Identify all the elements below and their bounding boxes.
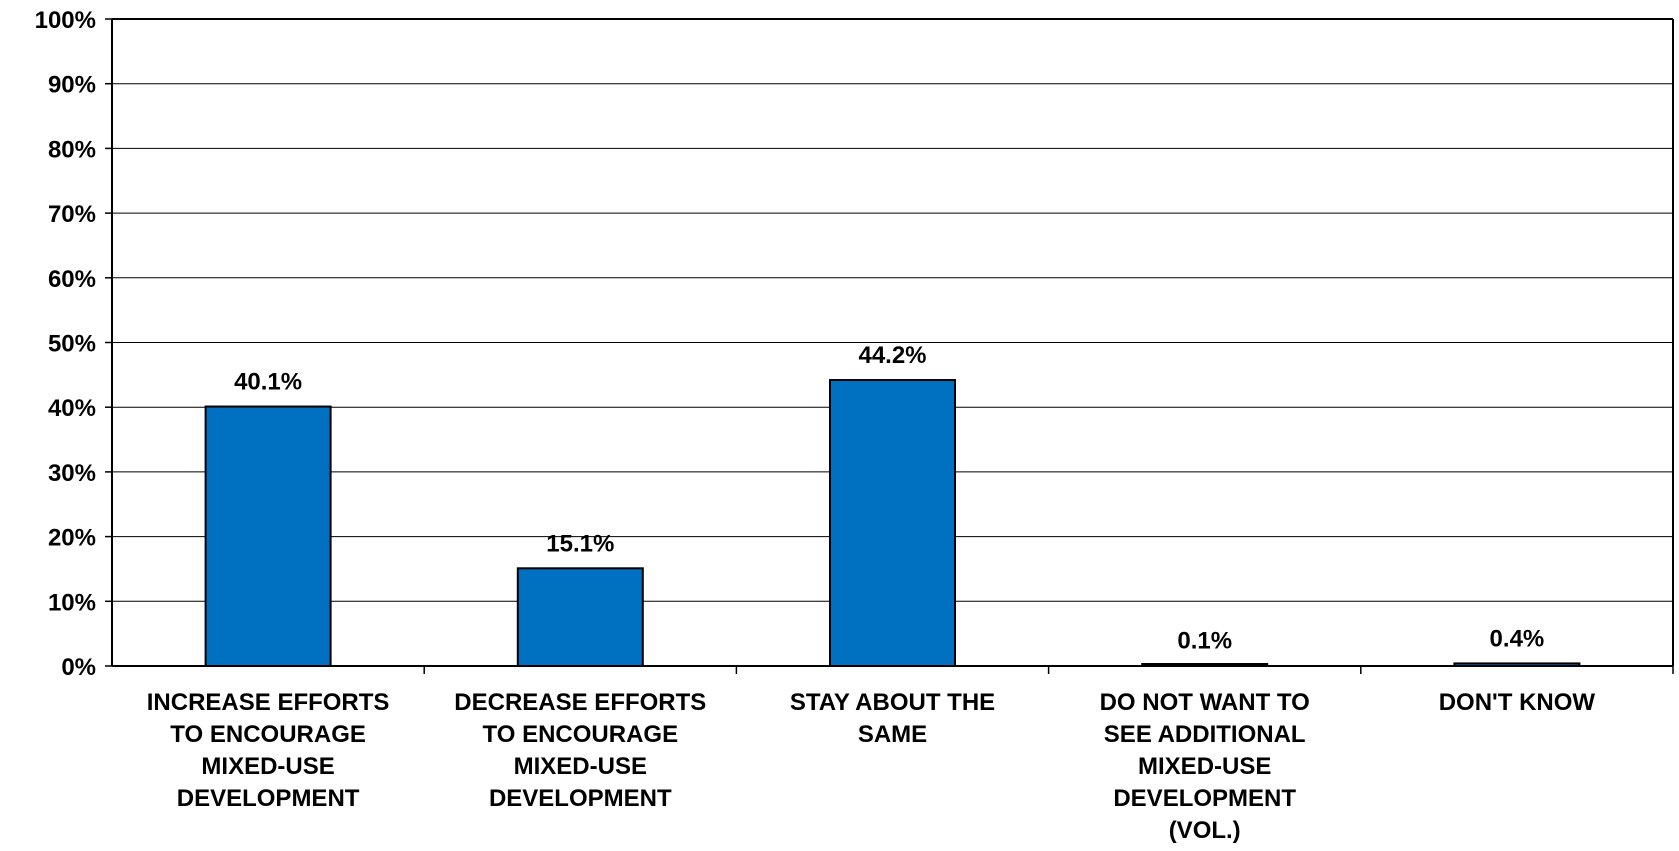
value-labels: 40.1% 15.1% 44.2% 0.1% 0.4% <box>234 342 1544 654</box>
bars <box>204 379 1581 667</box>
y-tick-label: 80% <box>48 136 96 163</box>
bar <box>204 405 332 667</box>
data-label: 0.4% <box>1490 625 1545 652</box>
y-tick-label: 40% <box>48 395 96 422</box>
y-tick-label: 20% <box>48 525 96 552</box>
y-tick-label: 0% <box>61 654 96 681</box>
y-tick-label: 50% <box>48 331 96 358</box>
y-axis-ticks: 0% 10% 20% 30% 40% 50% 60% 70% 80% 90% 100% <box>35 7 112 681</box>
category-label: DO NOT WANT TO SEE ADDITIONAL MIXED-USE DEV… <box>1100 689 1310 844</box>
y-tick-label: 100% <box>35 7 96 34</box>
data-label: 15.1% <box>546 530 614 557</box>
y-tick-label: 60% <box>48 266 96 293</box>
category-label: DON'T KNOW <box>1439 689 1596 716</box>
category-label: DECREASE EFFORTS TO ENCOURAGE MIXED-USE DEV… <box>454 689 706 812</box>
data-label: 0.1% <box>1177 627 1232 654</box>
category-label: STAY ABOUT THE SAME <box>790 689 995 748</box>
data-label: 44.2% <box>858 342 926 369</box>
y-tick-label: 30% <box>48 460 96 487</box>
bar <box>829 379 956 667</box>
category-label: INCREASE EFFORTS TO ENCOURAGE MIXED-USE DEV… <box>147 689 390 812</box>
bar <box>516 567 644 667</box>
plot-frame <box>111 18 1674 667</box>
y-tick-label: 70% <box>48 201 96 228</box>
y-tick-label: 90% <box>48 72 96 99</box>
x-axis-categories: INCREASE EFFORTS TO ENCOURAGE MIXED-USE DEV… <box>147 666 1674 844</box>
data-label: 40.1% <box>234 369 302 396</box>
y-tick-label: 10% <box>48 589 96 616</box>
